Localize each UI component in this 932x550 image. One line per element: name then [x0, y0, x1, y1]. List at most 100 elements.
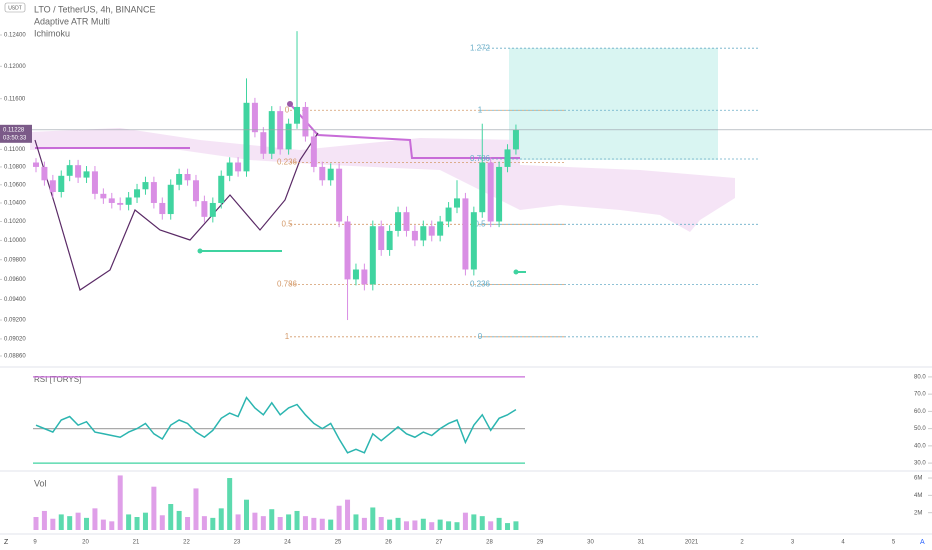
candle-body [512, 129, 519, 150]
candle-body [504, 149, 511, 167]
fib-label: 1 [478, 105, 483, 114]
volume-bar [345, 499, 351, 530]
volume-bar [92, 508, 98, 530]
fib-label: 1.272 [470, 43, 491, 52]
candle-body [285, 123, 292, 150]
volume-bar [142, 512, 148, 530]
y-tick-label: 0.10200 [4, 219, 26, 225]
candle-body [91, 171, 98, 194]
candle-body [462, 198, 469, 270]
y-tick-label: 0.09600 [4, 277, 26, 283]
volume-bar [403, 521, 409, 530]
candle-body [159, 202, 166, 215]
volume-bar [387, 519, 393, 530]
candle-body [428, 226, 435, 236]
volume-title: Vol [34, 478, 47, 488]
volume-bar [244, 499, 249, 530]
candle-body [403, 212, 410, 231]
candle-body [100, 193, 107, 199]
x-tick-label: 26 [385, 540, 392, 546]
rsi-line [35, 396, 517, 454]
candle-body [336, 168, 343, 222]
candle-body [150, 182, 157, 203]
volume-bar [185, 517, 191, 530]
volume-bar [67, 516, 73, 530]
candle-body [487, 162, 494, 222]
rsi-tick-label: 50.0 [914, 426, 926, 432]
volume-bar [235, 514, 241, 530]
volume-bar [84, 517, 90, 530]
volume-bar [176, 510, 182, 530]
candle-body [66, 165, 73, 176]
candle-body [479, 162, 486, 213]
indicator-label[interactable]: Ichimoku [34, 28, 70, 38]
candle-body [260, 132, 267, 154]
candle-body [49, 180, 56, 193]
candle-body [361, 269, 368, 285]
candle-body [369, 226, 376, 285]
candle-body [33, 162, 39, 167]
volume-bar [412, 520, 418, 530]
candle-body [386, 230, 393, 251]
volume-bar [378, 517, 384, 530]
candle-body [327, 168, 334, 181]
volume-bar [302, 516, 308, 530]
candle-body [226, 162, 233, 176]
x-tick-label: 30 [587, 540, 594, 546]
chart-title: LTO / TetherUS, 4h, BINANCE [34, 4, 156, 14]
candle-body [218, 175, 225, 203]
volume-tick-label: 2M [914, 510, 922, 516]
volume-bar [252, 512, 258, 530]
x-tick-label: 9 [33, 540, 37, 546]
volume-bar [75, 512, 81, 530]
fib-label: 0.5 [281, 219, 293, 228]
volume-bar [168, 504, 174, 530]
candle-body [235, 162, 242, 172]
candle-body [411, 230, 418, 241]
candle-body [209, 202, 216, 217]
rsi-tick-label: 40.0 [914, 443, 926, 449]
y-tick-label: 0.11600 [4, 96, 26, 102]
candle-body [251, 102, 258, 133]
candle-body [470, 212, 477, 270]
volume-bar [496, 517, 502, 530]
x-tick-label: 29 [537, 540, 544, 546]
volume-bar [134, 517, 140, 530]
volume-bar [109, 521, 115, 530]
candle-body [192, 180, 199, 202]
candle-body [496, 166, 503, 222]
last-price-label: 0.11228 [3, 127, 25, 133]
axis-button[interactable]: A [920, 539, 925, 546]
volume-bar [471, 514, 477, 530]
candle-body [167, 184, 174, 215]
x-tick-label: 2021 [685, 540, 699, 546]
volume-bar [395, 517, 401, 530]
indicator-label[interactable]: Adaptive ATR Multi [34, 16, 110, 26]
candle-body [454, 198, 460, 208]
candle-body [184, 174, 191, 181]
volume-bar [353, 514, 359, 530]
volume-bar [201, 516, 207, 530]
y-tick-label: 0.10000 [4, 238, 26, 244]
axis-button[interactable]: Z [4, 539, 9, 546]
atr-dot [513, 269, 519, 275]
badge[interactable] [4, 2, 26, 13]
volume-bar [429, 522, 435, 530]
candle-body [201, 201, 208, 217]
candle-body [58, 175, 65, 193]
x-tick-label: 31 [638, 540, 645, 546]
y-tick-label: 0.09020 [4, 336, 26, 342]
candle-body [125, 197, 132, 205]
volume-bar [446, 521, 452, 530]
volume-bar [513, 521, 519, 530]
candle-body [41, 166, 48, 181]
candle-body [437, 221, 444, 236]
volume-bar [33, 517, 39, 530]
x-tick-label: 3 [791, 540, 795, 546]
x-tick-label: 20 [82, 540, 89, 546]
volume-bar [227, 478, 233, 530]
rsi-tick-label: 70.0 [914, 392, 926, 398]
volume-bar [218, 508, 224, 530]
x-tick-label: 2 [740, 540, 744, 546]
volume-bar [437, 519, 443, 530]
